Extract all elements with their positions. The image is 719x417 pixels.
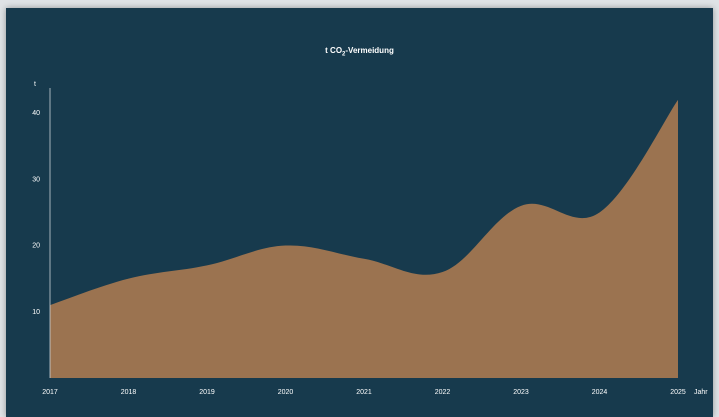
x-tick-label: 2023: [513, 389, 529, 396]
x-axis-label: Jahr: [694, 389, 708, 396]
y-tick-label: 10: [32, 309, 40, 316]
x-axis-ticks: 2017 2018 2019 2020 2021 2022 2023 2024 2025 Jahr: [42, 389, 708, 396]
x-tick-label: 2022: [435, 389, 451, 396]
x-tick-label: 2019: [199, 389, 215, 396]
chart-area: 10 20 30 40 2017 2018 2019 2020 2021 2022 2023 202…: [32, 88, 708, 396]
x-tick-label: 2024: [592, 389, 608, 396]
y-axis-unit-label: t: [34, 81, 36, 88]
x-tick-label: 2025: [670, 389, 686, 396]
x-tick-label: 2017: [42, 389, 58, 396]
x-tick-label: 2021: [356, 389, 372, 396]
y-tick-label: 20: [32, 243, 40, 250]
chart-title: t CO2-Vermeidung: [325, 46, 394, 58]
series-area: [50, 99, 678, 378]
y-tick-label: 40: [32, 110, 40, 117]
chart-frame: 10 20 30 40 2017 2018 2019 2020 2021 2022 2023 202…: [6, 8, 713, 417]
x-tick-label: 2018: [121, 389, 137, 396]
y-tick-label: 30: [32, 176, 40, 183]
y-axis-ticks: 10 20 30 40: [32, 110, 40, 316]
x-tick-label: 2020: [278, 389, 294, 396]
